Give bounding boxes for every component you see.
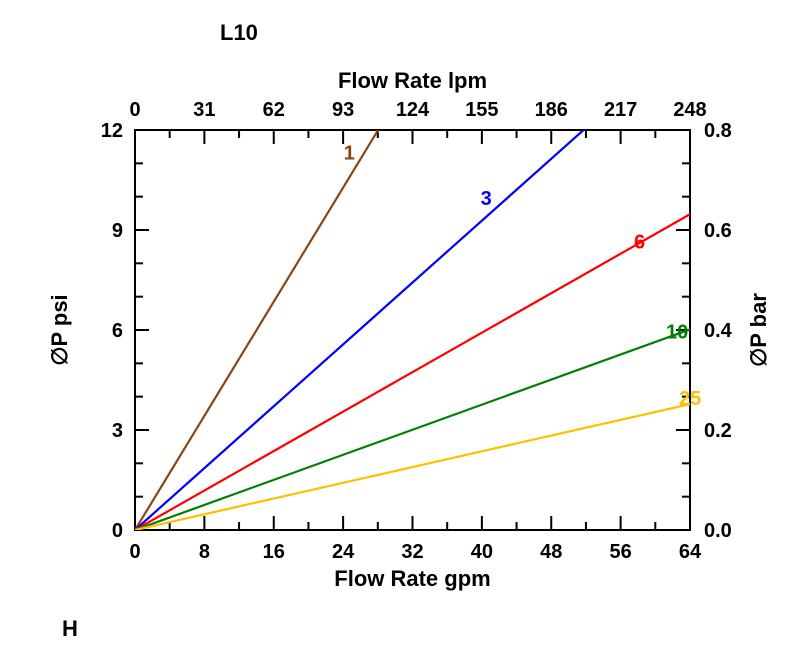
axis-x-bottom-title: Flow Rate gpm — [334, 566, 490, 591]
tick-x-bottom: 64 — [679, 541, 702, 563]
tick-y-left: 3 — [112, 420, 123, 442]
tick-y-left: 12 — [101, 120, 123, 142]
tick-y-right: 0.2 — [704, 420, 732, 442]
series-line-10 — [135, 329, 690, 530]
tick-x-bottom: 24 — [332, 541, 355, 563]
tick-x-top: 248 — [673, 99, 706, 121]
axis-y-right-title: ∅P bar — [746, 293, 771, 367]
tick-y-right: 0.6 — [704, 220, 732, 242]
series-label-1: 1 — [344, 142, 355, 164]
tick-x-bottom: 48 — [540, 541, 562, 563]
axis-y-left-title: ∅P psi — [47, 294, 72, 365]
tick-x-bottom: 8 — [199, 541, 210, 563]
tick-y-left: 0 — [112, 520, 123, 542]
axis-x-top-title: Flow Rate lpm — [338, 68, 487, 93]
footer-letter: H — [62, 616, 78, 641]
tick-x-top: 93 — [332, 99, 354, 121]
axis-x-bottom: 0 8 16 24 32 40 48 56 64 Flow Rate gpm — [129, 516, 702, 591]
tick-y-left: 9 — [112, 220, 123, 242]
tick-x-bottom: 40 — [471, 541, 493, 563]
tick-x-bottom: 32 — [401, 541, 423, 563]
pressure-flow-chart: 0816243240485664Flow Rate gpm03162931241… — [0, 0, 798, 646]
series-label-3: 3 — [481, 188, 492, 210]
tick-x-top: 186 — [535, 99, 568, 121]
series-label-6: 6 — [634, 232, 645, 254]
axis-x-top: 0 31 62 93 124 155 186 217 248 Flow Rate lpm — [129, 68, 706, 144]
tick-y-left: 6 — [112, 320, 123, 342]
series-line-25 — [135, 404, 690, 530]
chart-title: L10 — [220, 20, 258, 45]
tick-x-top: 31 — [193, 99, 215, 121]
tick-x-bottom: 56 — [610, 541, 632, 563]
tick-y-right: 0.4 — [704, 320, 733, 342]
tick-x-top: 217 — [604, 99, 637, 121]
series-line-6 — [135, 214, 690, 530]
series-label-10: 10 — [666, 321, 688, 343]
plot-frame — [135, 130, 690, 530]
tick-x-top: 124 — [396, 99, 430, 121]
tick-y-right: 0.8 — [704, 120, 732, 142]
series-label-25: 25 — [679, 388, 701, 410]
tick-x-bottom: 16 — [263, 541, 285, 563]
tick-y-right: 0.0 — [704, 520, 732, 542]
axis-y-left: 0 3 6 9 12 ∅P psi — [47, 120, 149, 542]
tick-x-top: 62 — [263, 99, 285, 121]
tick-x-top: 0 — [129, 99, 140, 121]
tick-x-top: 155 — [465, 99, 498, 121]
tick-x-bottom: 0 — [129, 541, 140, 563]
